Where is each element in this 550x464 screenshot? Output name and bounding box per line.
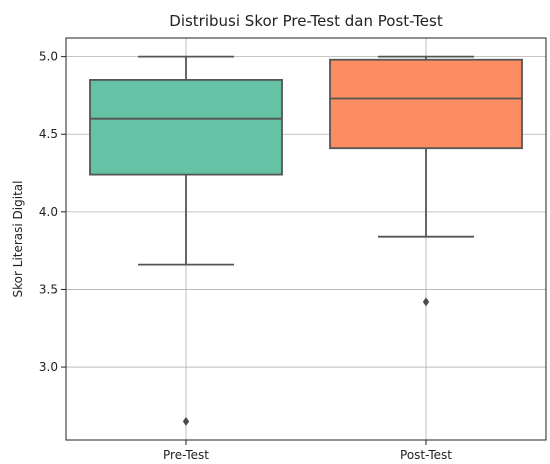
chart-title: Distribusi Skor Pre-Test dan Post-Test <box>169 12 443 30</box>
iqr-box <box>89 79 283 176</box>
y-tick-label: 3.5 <box>39 282 58 296</box>
plot-frame <box>65 37 547 441</box>
box-layer <box>89 55 523 426</box>
y-tick-label: 4.0 <box>39 205 58 219</box>
box-pre-test <box>89 55 283 426</box>
tick-layer: 3.0 3.5 4.0 4.5 5.0 Pre-Test Post-Test <box>39 50 452 462</box>
y-tick-label: 3.0 <box>39 360 58 374</box>
iqr-box <box>329 58 523 150</box>
y-axis-label: Skor Literasi Digital <box>11 181 25 298</box>
outlier-marker <box>422 297 430 307</box>
box-post-test <box>329 55 523 307</box>
outlier-marker <box>182 416 190 426</box>
x-tick-label: Pre-Test <box>163 448 209 462</box>
x-tick-label: Post-Test <box>400 448 452 462</box>
y-tick-label: 5.0 <box>39 50 58 64</box>
y-tick-label: 4.5 <box>39 127 58 141</box>
